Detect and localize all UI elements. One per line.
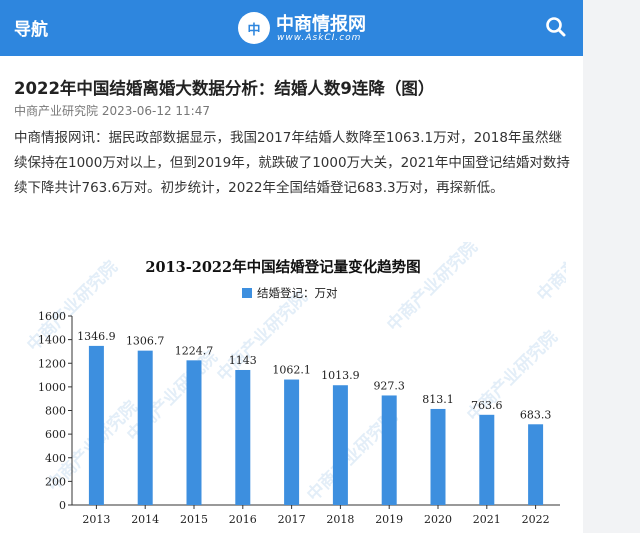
x-tick-label-2019: 2019 <box>375 513 403 526</box>
watermark-text: 中商产业研究院 <box>533 242 566 306</box>
bar-chart: 中商产业研究院中商产业研究院中商产业研究院中商产业研究院中商产业研究院中商产业研… <box>23 242 566 526</box>
search-icon[interactable] <box>543 14 569 40</box>
bar-2017 <box>284 379 300 505</box>
x-tick-label-2013: 2013 <box>82 513 110 526</box>
logo-name: 中商情报网 <box>276 14 366 35</box>
data-label-2022: 683.3 <box>520 408 552 421</box>
bar-2022 <box>528 424 544 505</box>
bar-2014 <box>137 350 153 505</box>
x-tick-label-2016: 2016 <box>229 513 257 526</box>
data-label-2015: 1224.7 <box>175 344 214 357</box>
data-label-2014: 1306.7 <box>126 335 165 348</box>
y-tick-label: 800 <box>45 405 66 418</box>
article-datetime: 2023-06-12 11:47 <box>101 104 210 118</box>
legend-swatch <box>242 288 252 298</box>
article-body: 中商情报网讯：据民政部数据显示，我国2017年结婚人数降至1063.1万对，20… <box>14 130 570 196</box>
article-meta: 中商产业研究院 2023-06-12 11:47 <box>14 102 210 119</box>
x-tick-label-2021: 2021 <box>473 513 501 526</box>
data-label-2019: 927.3 <box>373 379 405 392</box>
data-label-2013: 1346.9 <box>77 330 116 343</box>
logo-icon: 中 <box>238 12 270 44</box>
bar-2015 <box>186 360 202 505</box>
y-tick-label: 1400 <box>38 334 66 347</box>
data-label-2020: 813.1 <box>422 393 454 406</box>
x-tick-label-2022: 2022 <box>522 513 550 526</box>
bar-2013 <box>88 345 104 505</box>
data-label-2016: 1143 <box>229 354 257 367</box>
watermark-text: 中商产业研究院 <box>123 347 222 446</box>
bar-2020 <box>430 408 446 505</box>
article-container: 2022年中国结婚离婚大数据分析：结婚人数9连降（图） 中商产业研究院 2023… <box>0 56 583 533</box>
y-tick-label: 1000 <box>38 381 66 394</box>
bar-2018 <box>332 385 348 505</box>
article-title: 2022年中国结婚离婚大数据分析：结婚人数9连降（图） <box>14 79 435 98</box>
y-tick-label: 200 <box>45 475 66 488</box>
y-tick-label: 600 <box>45 428 66 441</box>
article-source: 中商产业研究院 <box>14 104 99 118</box>
y-tick-label: 0 <box>59 499 66 512</box>
data-label-2018: 1013.9 <box>321 369 360 382</box>
x-tick-label-2017: 2017 <box>278 513 306 526</box>
data-label-2021: 763.6 <box>471 399 503 412</box>
y-tick-label: 400 <box>45 452 66 465</box>
x-tick-label-2020: 2020 <box>424 513 452 526</box>
y-tick-label: 1600 <box>38 310 66 323</box>
nav-menu-button[interactable]: 导航 <box>14 20 48 40</box>
chart-title: 2013-2022年中国结婚登记量变化趋势图 <box>145 258 420 276</box>
y-tick-label: 1200 <box>38 357 66 370</box>
top-navigation-bar: 导航 中 中商情报网 www.AskCI.com <box>0 0 583 56</box>
bar-2016 <box>235 369 251 505</box>
bar-2021 <box>479 414 495 505</box>
logo-url: www.AskCI.com <box>277 33 362 43</box>
x-tick-label-2018: 2018 <box>326 513 354 526</box>
watermark-text: 中商产业研究院 <box>383 242 482 336</box>
x-tick-label-2015: 2015 <box>180 513 208 526</box>
x-tick-label-2014: 2014 <box>131 513 159 526</box>
legend-label: 结婚登记：万对 <box>257 286 338 300</box>
data-label-2017: 1062.1 <box>272 364 311 377</box>
chart-image: 中商产业研究院 中商产业研究院 中商产业研究院 中商产业研究院 中商产业研究院 中商产业研… <box>14 242 566 533</box>
bar-2019 <box>381 395 397 505</box>
